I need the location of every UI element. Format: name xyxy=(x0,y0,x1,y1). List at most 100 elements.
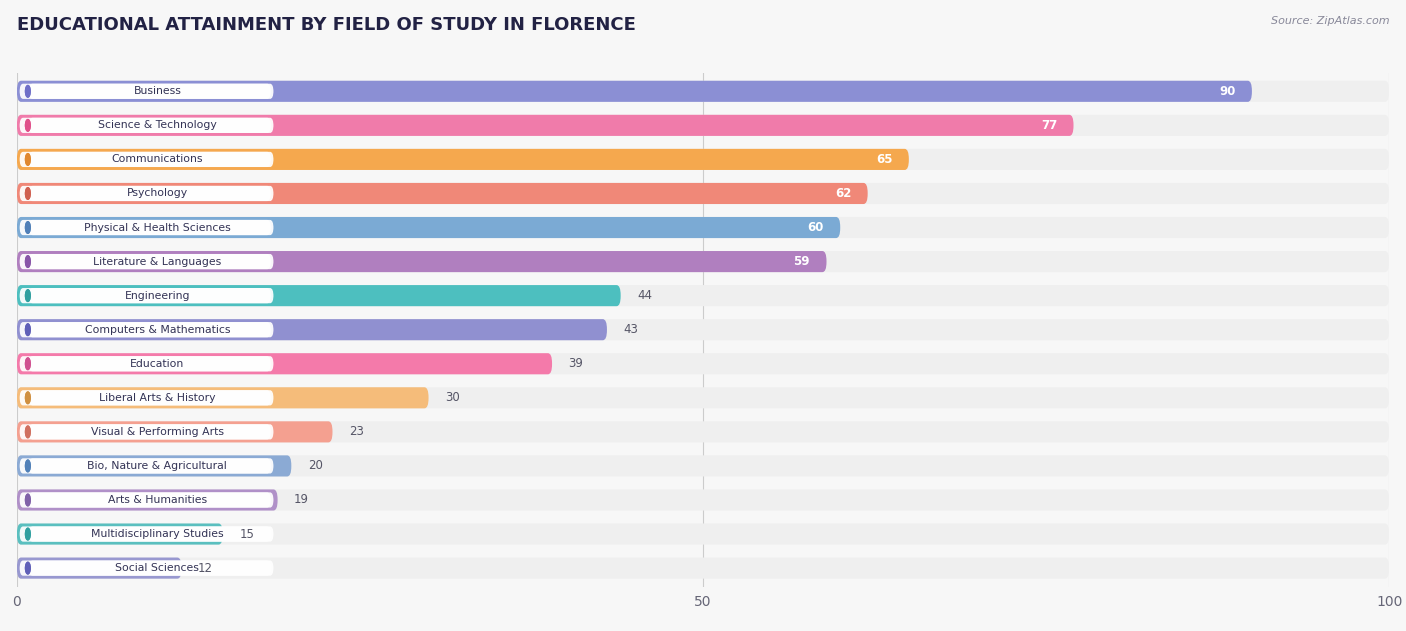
FancyBboxPatch shape xyxy=(17,81,1389,102)
Circle shape xyxy=(25,290,30,302)
FancyBboxPatch shape xyxy=(17,558,1389,579)
FancyBboxPatch shape xyxy=(17,387,429,408)
FancyBboxPatch shape xyxy=(20,458,274,473)
Text: 90: 90 xyxy=(1219,85,1236,98)
Circle shape xyxy=(25,120,30,131)
FancyBboxPatch shape xyxy=(17,183,1389,204)
Circle shape xyxy=(25,358,30,370)
Circle shape xyxy=(25,426,30,438)
FancyBboxPatch shape xyxy=(30,84,271,99)
FancyBboxPatch shape xyxy=(17,217,1389,238)
Circle shape xyxy=(25,221,30,233)
Text: Business: Business xyxy=(134,86,181,97)
Text: EDUCATIONAL ATTAINMENT BY FIELD OF STUDY IN FLORENCE: EDUCATIONAL ATTAINMENT BY FIELD OF STUDY… xyxy=(17,16,636,34)
FancyBboxPatch shape xyxy=(17,217,841,238)
Circle shape xyxy=(25,460,30,472)
FancyBboxPatch shape xyxy=(20,526,274,541)
Text: Science & Technology: Science & Technology xyxy=(98,121,217,131)
FancyBboxPatch shape xyxy=(17,319,1389,340)
FancyBboxPatch shape xyxy=(20,118,274,133)
FancyBboxPatch shape xyxy=(17,149,1389,170)
FancyBboxPatch shape xyxy=(30,424,271,439)
FancyBboxPatch shape xyxy=(20,84,274,99)
Text: Social Sciences: Social Sciences xyxy=(115,563,200,573)
Circle shape xyxy=(25,324,30,336)
Text: 44: 44 xyxy=(637,289,652,302)
FancyBboxPatch shape xyxy=(20,424,274,439)
Text: Multidisciplinary Studies: Multidisciplinary Studies xyxy=(91,529,224,539)
Text: 12: 12 xyxy=(198,562,214,575)
Text: Physical & Health Sciences: Physical & Health Sciences xyxy=(84,223,231,233)
FancyBboxPatch shape xyxy=(20,152,274,167)
FancyBboxPatch shape xyxy=(17,490,1389,510)
FancyBboxPatch shape xyxy=(30,560,271,575)
FancyBboxPatch shape xyxy=(30,526,271,541)
FancyBboxPatch shape xyxy=(17,524,1389,545)
FancyBboxPatch shape xyxy=(30,322,271,338)
FancyBboxPatch shape xyxy=(17,456,1389,476)
FancyBboxPatch shape xyxy=(30,186,271,201)
FancyBboxPatch shape xyxy=(30,152,271,167)
FancyBboxPatch shape xyxy=(30,288,271,304)
FancyBboxPatch shape xyxy=(30,220,271,235)
Text: Liberal Arts & History: Liberal Arts & History xyxy=(98,393,215,403)
FancyBboxPatch shape xyxy=(17,387,1389,408)
Text: Arts & Humanities: Arts & Humanities xyxy=(108,495,207,505)
FancyBboxPatch shape xyxy=(30,390,271,405)
FancyBboxPatch shape xyxy=(17,115,1074,136)
Circle shape xyxy=(25,256,30,268)
FancyBboxPatch shape xyxy=(30,118,271,133)
Text: Communications: Communications xyxy=(111,155,202,165)
Text: 30: 30 xyxy=(446,391,460,404)
Circle shape xyxy=(25,494,30,506)
FancyBboxPatch shape xyxy=(17,115,1389,136)
Text: 19: 19 xyxy=(294,493,309,507)
FancyBboxPatch shape xyxy=(17,285,620,306)
FancyBboxPatch shape xyxy=(20,560,274,575)
Circle shape xyxy=(25,153,30,165)
Circle shape xyxy=(25,86,30,97)
Text: 15: 15 xyxy=(239,528,254,541)
FancyBboxPatch shape xyxy=(30,356,271,372)
Text: Bio, Nature & Agricultural: Bio, Nature & Agricultural xyxy=(87,461,228,471)
Circle shape xyxy=(25,494,30,506)
Circle shape xyxy=(25,562,30,574)
Text: 43: 43 xyxy=(623,323,638,336)
Text: Engineering: Engineering xyxy=(125,291,190,300)
FancyBboxPatch shape xyxy=(17,183,868,204)
Circle shape xyxy=(25,426,30,438)
FancyBboxPatch shape xyxy=(17,353,1389,374)
FancyBboxPatch shape xyxy=(17,422,1389,442)
FancyBboxPatch shape xyxy=(17,422,332,442)
FancyBboxPatch shape xyxy=(17,319,607,340)
FancyBboxPatch shape xyxy=(20,390,274,405)
FancyBboxPatch shape xyxy=(30,458,271,473)
FancyBboxPatch shape xyxy=(17,490,277,510)
Circle shape xyxy=(25,358,30,370)
Circle shape xyxy=(25,392,30,404)
FancyBboxPatch shape xyxy=(17,81,1251,102)
FancyBboxPatch shape xyxy=(30,492,271,507)
Circle shape xyxy=(25,256,30,268)
Text: Source: ZipAtlas.com: Source: ZipAtlas.com xyxy=(1271,16,1389,26)
FancyBboxPatch shape xyxy=(20,254,274,269)
Text: 20: 20 xyxy=(308,459,322,473)
Circle shape xyxy=(25,324,30,336)
FancyBboxPatch shape xyxy=(20,322,274,338)
FancyBboxPatch shape xyxy=(17,251,1389,272)
Text: Education: Education xyxy=(131,359,184,369)
FancyBboxPatch shape xyxy=(20,288,274,304)
FancyBboxPatch shape xyxy=(17,524,222,545)
Text: Psychology: Psychology xyxy=(127,189,188,199)
Text: 65: 65 xyxy=(876,153,893,166)
Circle shape xyxy=(25,562,30,574)
Circle shape xyxy=(25,528,30,540)
FancyBboxPatch shape xyxy=(17,251,827,272)
Text: 60: 60 xyxy=(807,221,824,234)
FancyBboxPatch shape xyxy=(30,254,271,269)
Text: Visual & Performing Arts: Visual & Performing Arts xyxy=(91,427,224,437)
FancyBboxPatch shape xyxy=(17,285,1389,306)
FancyBboxPatch shape xyxy=(17,456,291,476)
Circle shape xyxy=(25,187,30,199)
Circle shape xyxy=(25,392,30,404)
